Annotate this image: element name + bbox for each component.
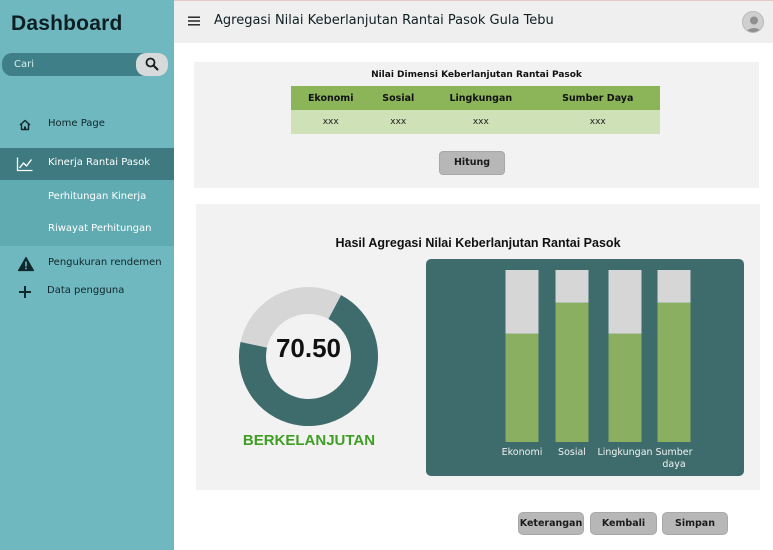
page-title: Agregasi Nilai Keberlanjutan Rantai Paso… [214, 13, 554, 28]
home-icon [19, 119, 31, 131]
table-cell: xxx [426, 110, 536, 134]
sidebar-item-home-page[interactable]: Home Page [0, 110, 174, 140]
dimension-bar-chart: Ekonomi Sosial Lingkungan Sumber daya [426, 259, 744, 476]
table-header: Ekonomi [291, 86, 371, 110]
submenu-item-riwayat-perhitungan[interactable]: Riwayat Perhitungan [48, 223, 152, 234]
x-tick-label: daya [662, 459, 685, 470]
sidebar-item-label: Kinerja Rantai Pasok [48, 157, 151, 168]
table-cell: xxx [291, 110, 371, 134]
dimension-table-title: Nilai Dimensi Keberlanjutan Rantai Pasok [371, 70, 582, 80]
bar-sosial-segment-1 [555, 270, 589, 303]
line-chart-icon [16, 157, 33, 172]
bar-lingkungan-segment-1 [608, 270, 642, 334]
result-title: Hasil Agregasi Nilai Keberlanjutan Ranta… [335, 236, 621, 250]
table-row: xxx xxx xxx xxx [291, 110, 660, 134]
bar-ekonomi-segment-1 [505, 270, 539, 334]
search-input[interactable] [2, 53, 136, 76]
simpan-button[interactable]: Simpan [662, 512, 728, 535]
table-header: Sosial [370, 86, 427, 110]
keterangan-button[interactable]: Keterangan [518, 512, 584, 535]
sidebar-item-label: Home Page [48, 118, 105, 129]
sidebar-item-label: Data pengguna [47, 285, 125, 296]
x-tick-label: Lingkungan [597, 447, 652, 458]
search-icon [145, 57, 159, 71]
x-tick-label: Ekonomi [502, 447, 543, 458]
submenu-kinerja: Perhitungan Kinerja Riwayat Perhitungan [0, 180, 174, 246]
x-tick-label: Sosial [558, 447, 586, 458]
table-header: Lingkungan [426, 86, 536, 110]
sidebar-item-kinerja-rantai-pasok[interactable]: Kinerja Rantai Pasok [0, 148, 174, 180]
bar-sumber-daya-segment-0 [657, 302, 691, 442]
search-box [2, 53, 168, 76]
brand-title: Dashboard [11, 12, 123, 35]
user-avatar-icon[interactable] [742, 11, 764, 33]
sidebar-item-label: Pengukuran rendemen [48, 257, 162, 268]
x-tick-label: Sumber [655, 447, 692, 458]
score-value: 70.50 [275, 333, 342, 363]
search-button[interactable] [136, 53, 168, 76]
top-bar: Agregasi Nilai Keberlanjutan Rantai Paso… [174, 0, 773, 43]
hamburger-icon[interactable] [188, 16, 200, 26]
dimension-table: Ekonomi Sosial Lingkungan Sumber Daya xx… [291, 86, 660, 134]
bar-sosial-segment-0 [555, 302, 589, 442]
table-header: Sumber Daya [535, 86, 660, 110]
gauge-fill [239, 287, 378, 426]
bar-sumber-daya-segment-1 [657, 270, 691, 303]
bar-ekonomi-segment-0 [505, 333, 539, 442]
dimension-panel: Nilai Dimensi Keberlanjutan Rantai Pasok… [194, 62, 759, 188]
kembali-button[interactable]: Kembali [590, 512, 657, 535]
table-cell: xxx [535, 110, 660, 134]
hitung-button[interactable]: Hitung [439, 151, 505, 175]
warning-icon [17, 256, 35, 272]
sidebar: Dashboard Home Page Kinerja Rantai Pasok… [0, 0, 174, 550]
score-gauge [239, 287, 378, 426]
status-label: BERKELANJUTAN [242, 432, 376, 449]
plus-icon [19, 286, 31, 298]
submenu-item-perhitungan-kinerja[interactable]: Perhitungan Kinerja [48, 191, 147, 202]
bar-lingkungan-segment-0 [608, 333, 642, 442]
sidebar-item-data-pengguna[interactable]: Data pengguna [0, 277, 174, 307]
table-cell: xxx [370, 110, 427, 134]
sidebar-item-pengukuran-rendemen[interactable]: Pengukuran rendemen [0, 249, 174, 279]
